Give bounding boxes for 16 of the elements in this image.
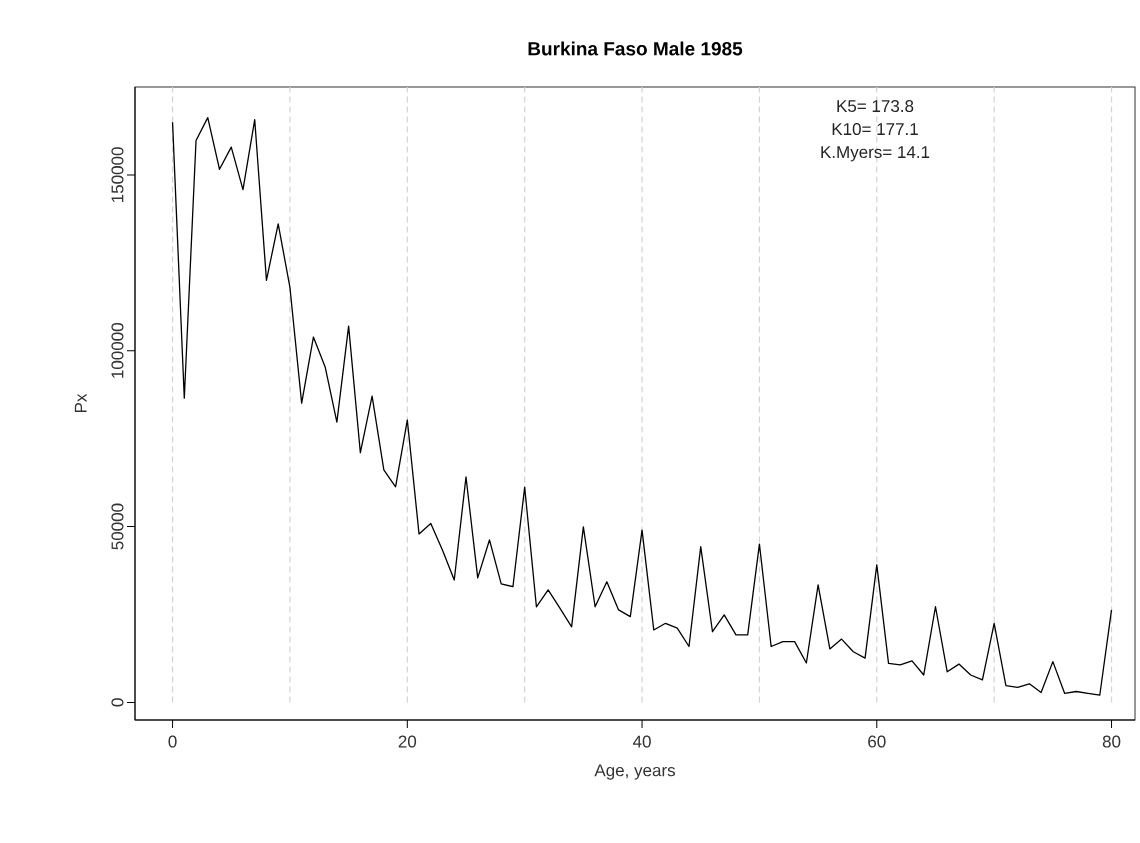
x-tick-label: 60: [868, 735, 886, 748]
y-tick-label: 150000: [111, 147, 124, 202]
annotation: K10= 177.1: [832, 123, 918, 136]
annotation: K5= 173.8: [837, 100, 914, 113]
y-tick-label: 100000: [111, 323, 124, 378]
x-tick-label: 20: [398, 735, 417, 748]
x-tick-label: 0: [168, 735, 177, 748]
x-tick-label: 40: [632, 735, 651, 748]
chart-title: Burkina Faso Male 1985: [528, 41, 743, 56]
y-tick-label: 50000: [111, 503, 124, 550]
line-series: [171, 116, 1113, 696]
x-axis-title: Age, years: [594, 764, 676, 780]
y-axis-title: Px: [74, 393, 87, 413]
annotation: K.Myers= 14.1: [821, 146, 930, 162]
x-tick-label: 80: [1102, 735, 1121, 748]
y-tick-label: 0: [111, 698, 124, 707]
